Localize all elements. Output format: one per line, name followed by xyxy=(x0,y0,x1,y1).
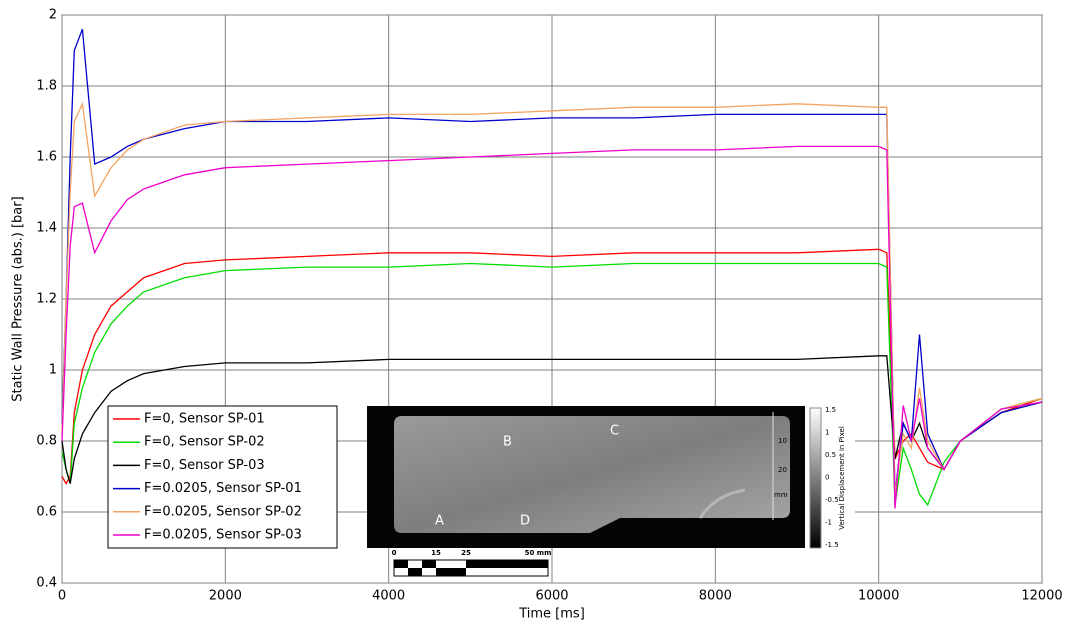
inset-point-label: B xyxy=(503,435,512,450)
legend-label: F=0, Sensor SP-01 xyxy=(144,412,265,427)
y-tick-label: 1.2 xyxy=(36,292,57,307)
colorbar-tick-label: 0.5 xyxy=(825,451,836,459)
x-tick-label: 2000 xyxy=(209,589,242,604)
x-tick-label: 8000 xyxy=(699,589,732,604)
y-tick-label: 0.6 xyxy=(36,505,57,520)
x-tick-label: 0 xyxy=(58,589,66,604)
ruler-label: mm xyxy=(774,491,788,499)
scale-label: 50 mm xyxy=(525,549,552,557)
x-tick-label: 6000 xyxy=(535,589,568,604)
x-tick-label: 12000 xyxy=(1021,589,1062,604)
ruler-label: 0 xyxy=(778,409,782,417)
colorbar-tick-label: 1 xyxy=(825,429,829,437)
line-series xyxy=(61,28,1043,495)
colorbar-tick-label: 1.5 xyxy=(825,406,836,414)
legend-label: F=0.0205, Sensor SP-02 xyxy=(144,504,302,519)
y-tick-label: 0.8 xyxy=(36,434,57,449)
y-tick-label: 0.4 xyxy=(36,576,57,591)
inset-point-label: A xyxy=(435,514,444,529)
x-tick-label: 10000 xyxy=(858,589,899,604)
colorbar-tick-label: -0.5 xyxy=(825,496,839,504)
line-series xyxy=(61,248,1043,485)
inset-image: A B C D 0 10 20 mm 1.5 1 0.5 0 -0.5 -1 -1.5 Ve… xyxy=(367,406,855,577)
legend-label: F=0, Sensor SP-03 xyxy=(144,458,265,473)
x-axis-label: Time [ms] xyxy=(518,607,585,622)
scale-label: 0 xyxy=(392,549,397,557)
y-tick-label: 2 xyxy=(49,8,57,23)
y-tick-label: 1 xyxy=(49,363,57,378)
y-tick-label: 1.6 xyxy=(36,150,57,165)
line-series xyxy=(61,262,1043,507)
ruler-label: 10 xyxy=(778,437,787,445)
legend-label: F=0.0205, Sensor SP-01 xyxy=(144,481,302,496)
y-tick-label: 1.4 xyxy=(36,221,57,236)
x-tick-label: 4000 xyxy=(372,589,405,604)
y-tick-label: 1.8 xyxy=(36,79,57,94)
inset-point-label: D xyxy=(520,514,530,529)
line-series xyxy=(61,355,1043,484)
colorbar-tick-label: 0 xyxy=(825,474,829,482)
line-series xyxy=(61,101,1043,495)
line-series xyxy=(61,145,1043,509)
colorbar-tick-label: -1.5 xyxy=(825,541,839,549)
colorbar-label: Vertical Displacement in Pixel xyxy=(838,426,846,530)
colorbar-tick-label: -1 xyxy=(825,519,832,527)
inset-point-label: C xyxy=(610,424,619,439)
y-axis-label: Static Wall Pressure (abs.) [bar] xyxy=(11,196,26,401)
legend: F=0, Sensor SP-01 F=0, Sensor SP-02 F=0, S… xyxy=(107,405,338,549)
scale-label: 25 xyxy=(461,549,471,557)
legend-label: F=0.0205, Sensor SP-03 xyxy=(144,528,302,543)
scale-label: 15 xyxy=(431,549,441,557)
ruler-label: 20 xyxy=(778,466,787,474)
legend-label: F=0, Sensor SP-02 xyxy=(144,435,265,450)
